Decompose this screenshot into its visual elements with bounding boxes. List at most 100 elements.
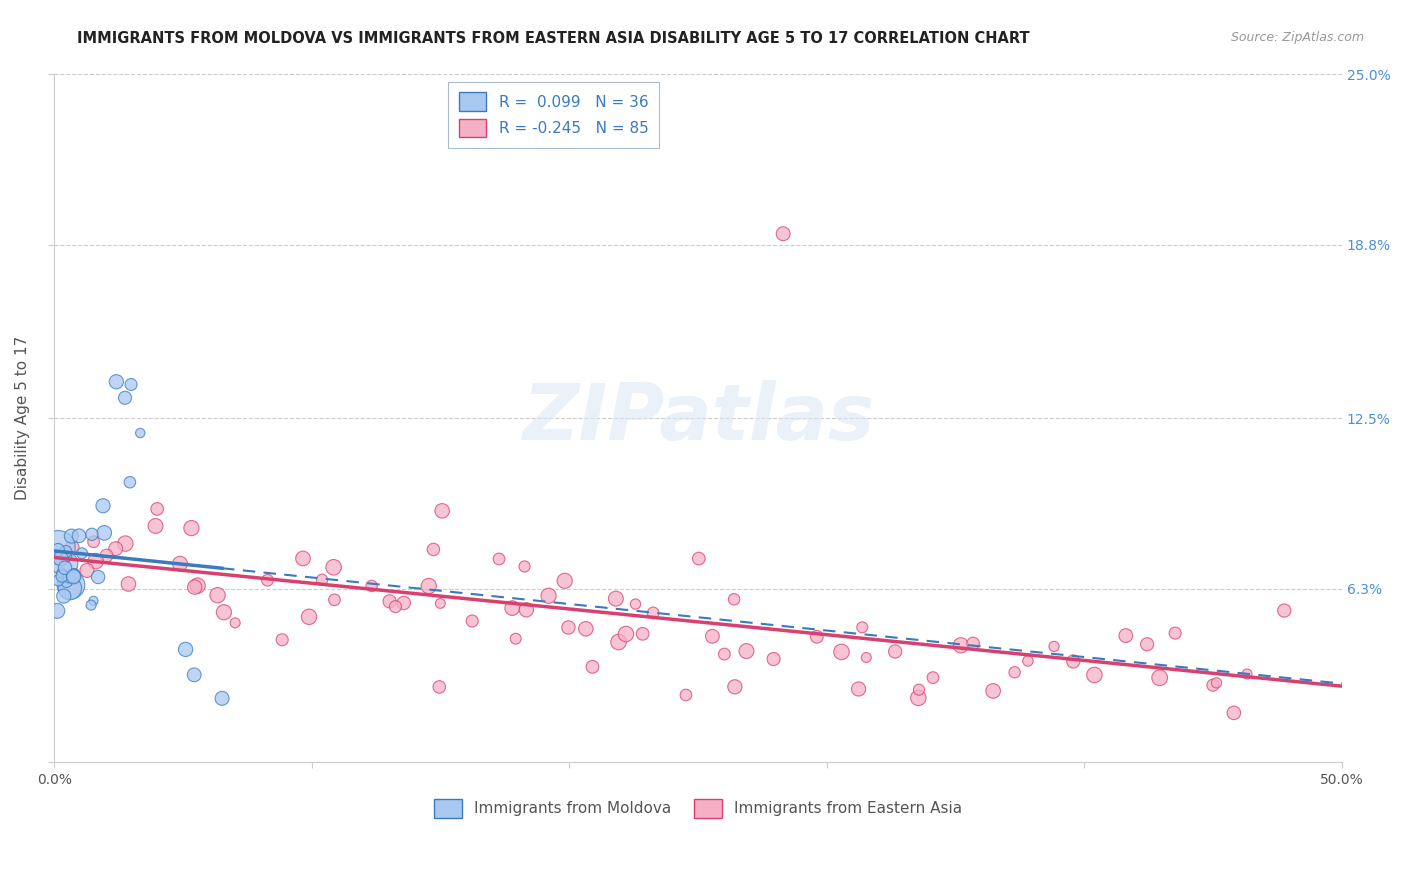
Point — [1017, 654, 1039, 668]
Point — [557, 620, 579, 634]
Point — [461, 614, 484, 628]
Point — [713, 647, 735, 661]
Point — [80, 527, 103, 541]
Point — [418, 579, 440, 593]
Point — [378, 594, 401, 608]
Point — [624, 597, 647, 611]
Point — [855, 650, 877, 665]
Point — [117, 577, 139, 591]
Point — [575, 622, 598, 636]
Point — [82, 594, 104, 608]
Point — [735, 644, 758, 658]
Point — [675, 688, 697, 702]
Point — [292, 551, 315, 566]
Point — [70, 546, 93, 560]
Point — [118, 475, 141, 490]
Point — [884, 644, 907, 658]
Point — [1164, 626, 1187, 640]
Point — [962, 636, 984, 650]
Point — [52, 589, 75, 603]
Point — [908, 682, 931, 697]
Point — [104, 541, 127, 556]
Point — [1136, 637, 1159, 651]
Point — [581, 660, 603, 674]
Point — [105, 375, 128, 389]
Point — [429, 596, 451, 610]
Point — [91, 499, 114, 513]
Point — [981, 684, 1004, 698]
Point — [93, 525, 115, 540]
Point — [62, 570, 84, 584]
Point — [922, 671, 945, 685]
Point — [67, 529, 90, 543]
Point — [84, 554, 107, 568]
Point — [831, 645, 853, 659]
Text: Source: ZipAtlas.com: Source: ZipAtlas.com — [1230, 31, 1364, 45]
Point — [145, 519, 167, 533]
Point — [207, 588, 229, 602]
Point — [607, 635, 630, 649]
Point — [848, 681, 870, 696]
Point — [59, 581, 82, 595]
Point — [949, 638, 972, 652]
Point — [513, 559, 536, 574]
Point — [515, 603, 537, 617]
Point — [55, 549, 77, 564]
Point — [1223, 706, 1246, 720]
Point — [384, 599, 406, 614]
Point — [256, 573, 278, 587]
Point — [723, 592, 745, 607]
Point — [49, 551, 72, 566]
Point — [120, 377, 142, 392]
Point — [212, 605, 235, 619]
Point — [907, 690, 929, 705]
Point — [211, 691, 233, 706]
Point — [643, 606, 665, 620]
Point — [55, 574, 77, 589]
Point — [501, 601, 523, 615]
Point — [46, 542, 69, 557]
Point — [53, 561, 76, 575]
Point — [55, 544, 77, 558]
Point — [46, 604, 69, 618]
Point — [51, 566, 73, 580]
Point — [614, 627, 637, 641]
Point — [60, 541, 83, 555]
Point — [183, 668, 205, 682]
Point — [631, 627, 654, 641]
Point — [851, 620, 873, 634]
Point — [114, 536, 136, 550]
Point — [1062, 655, 1084, 669]
Legend: Immigrants from Moldova, Immigrants from Eastern Asia: Immigrants from Moldova, Immigrants from… — [429, 793, 969, 823]
Point — [58, 570, 80, 584]
Point — [322, 560, 344, 574]
Point — [83, 534, 105, 549]
Point — [146, 502, 169, 516]
Point — [360, 579, 382, 593]
Point — [129, 425, 152, 440]
Point — [87, 570, 110, 584]
Point — [762, 652, 785, 666]
Point — [80, 598, 103, 612]
Point — [392, 596, 415, 610]
Point — [323, 592, 346, 607]
Point — [311, 573, 333, 587]
Y-axis label: Disability Age 5 to 17: Disability Age 5 to 17 — [15, 336, 30, 500]
Point — [114, 391, 136, 405]
Point — [183, 580, 205, 594]
Point — [427, 680, 450, 694]
Point — [1115, 629, 1137, 643]
Point — [96, 549, 118, 563]
Point — [63, 566, 86, 581]
Point — [1272, 604, 1295, 618]
Point — [224, 615, 246, 630]
Point — [605, 591, 627, 606]
Point — [430, 504, 453, 518]
Point — [174, 642, 197, 657]
Point — [169, 557, 191, 571]
Point — [46, 541, 69, 555]
Point — [53, 557, 76, 571]
Point — [187, 579, 209, 593]
Point — [59, 578, 82, 592]
Point — [505, 632, 527, 646]
